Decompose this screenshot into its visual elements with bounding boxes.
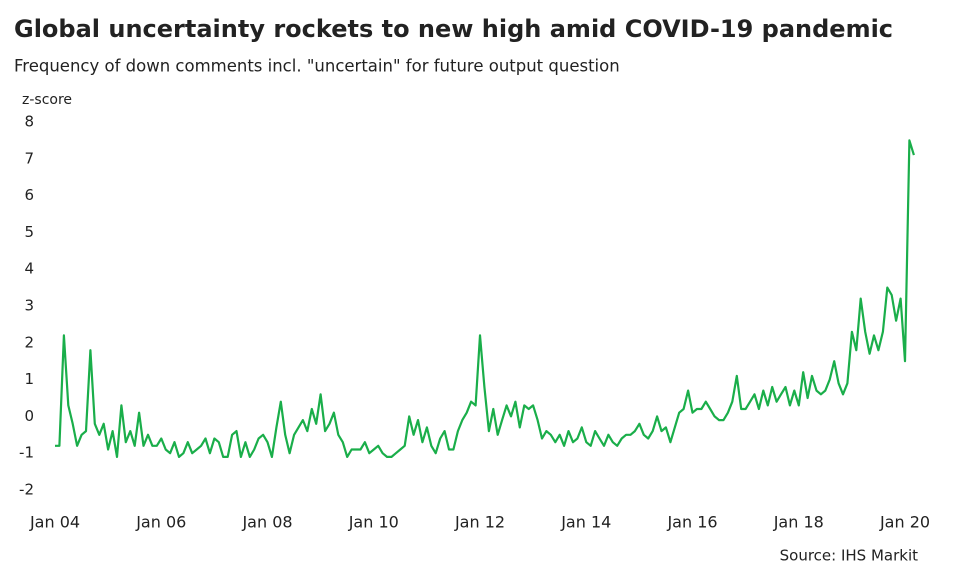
y-tick-label: 3 [24,297,34,315]
y-tick-label: 1 [24,370,34,388]
y-tick-label: -2 [19,481,34,499]
x-tick-label: Jan 06 [135,513,186,532]
y-axis-label: z-score [22,92,72,108]
chart-subtitle: Frequency of down comments incl. "uncert… [14,57,620,76]
source: Source: IHS Markit [780,547,918,565]
y-tick-label: 5 [24,223,34,241]
x-tick-label: Jan 16 [666,513,717,532]
x-tick-label: Jan 12 [454,513,505,532]
y-tick-label: 8 [24,113,34,131]
y-tick-label: 0 [24,407,34,425]
y-tick-label: 4 [24,260,34,278]
y-tick-label: 7 [24,149,34,167]
x-tick-label: Jan 14 [560,513,611,532]
chart-title: Global uncertainty rockets to new high a… [14,15,893,43]
x-tick-label: Jan 10 [348,513,399,532]
y-tick-label: 6 [24,186,34,204]
line [55,139,915,458]
x-tick-label: Jan 08 [241,513,292,532]
x-tick-label: Jan 18 [773,513,824,532]
y-tick-label: 2 [24,333,34,351]
y-tick-label: -1 [19,444,34,462]
x-tick-label: Jan 04 [29,513,80,532]
x-tick-label: Jan 20 [879,513,930,532]
